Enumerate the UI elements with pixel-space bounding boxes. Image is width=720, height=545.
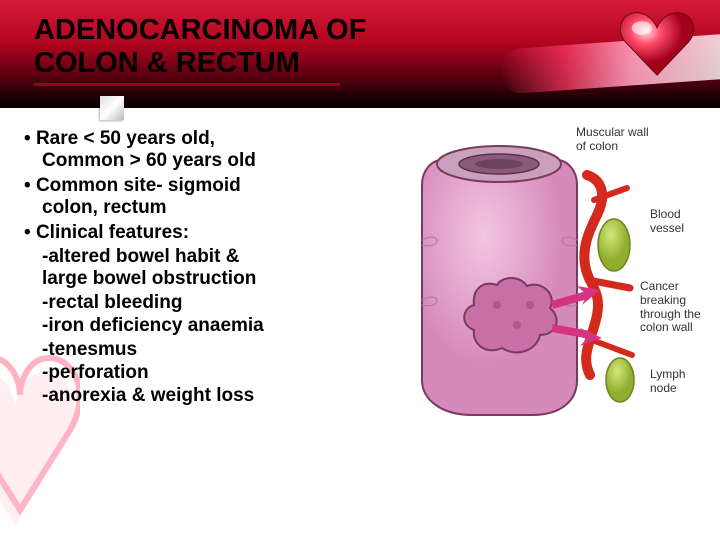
label-muscular-line2: of colon xyxy=(576,139,618,153)
sub-5: -perforation xyxy=(24,362,394,384)
label-lymph-line2: node xyxy=(650,381,677,395)
sub-4: -tenesmus xyxy=(24,339,394,361)
bullet-list: Rare < 50 years old, Common > 60 years o… xyxy=(24,128,394,409)
slide-title: ADENOCARCINOMA OF COLON & RECTUM xyxy=(34,14,366,81)
label-lymph-line1: Lymph xyxy=(650,367,686,381)
bullet-3: Clinical features: xyxy=(24,222,394,244)
bullet-2-text-a: Common site- sigmoid xyxy=(36,175,241,196)
label-cancer-line1: Cancer xyxy=(640,279,679,293)
sub-3: -iron deficiency anaemia xyxy=(24,315,394,337)
bullet-3-text: Clinical features: xyxy=(36,222,189,243)
label-blood-vessel: Blood vessel xyxy=(650,208,684,236)
sub-2: -rectal bleeding xyxy=(24,292,394,314)
bullet-1-text-b: Common > 60 years old xyxy=(42,150,256,171)
bullet-1: Rare < 50 years old, Common > 60 years o… xyxy=(24,128,394,173)
label-muscular-line1: Muscular wall xyxy=(576,125,649,139)
page-fold-decoration xyxy=(100,96,124,120)
bullet-2: Common site- sigmoid colon, rectum xyxy=(24,175,394,220)
label-blood-line1: Blood xyxy=(650,207,681,221)
colon-diagram: Muscular wall of colon Blood vessel Canc… xyxy=(402,130,702,430)
bullet-2-text-b: colon, rectum xyxy=(42,197,167,218)
title-line-1: ADENOCARCINOMA OF xyxy=(34,14,366,46)
title-line-2: COLON & RECTUM xyxy=(34,47,300,79)
label-cancer-line3: through the xyxy=(640,307,701,321)
label-cancer-line4: colon wall xyxy=(640,320,693,334)
bullet-1-text-a: Rare < 50 years old, xyxy=(36,128,215,149)
sub-1: -altered bowel habit & large bowel obstr… xyxy=(24,246,394,291)
sub-6: -anorexia & weight loss xyxy=(24,385,394,407)
label-blood-line2: vessel xyxy=(650,221,684,235)
label-lymph-node: Lymph node xyxy=(650,368,686,396)
title-underline xyxy=(34,83,340,86)
sub-1-text-a: -altered bowel habit & xyxy=(42,246,239,267)
heart-icon xyxy=(614,6,700,82)
label-cancer-line2: breaking xyxy=(640,293,686,307)
sub-1-text-b: large bowel obstruction xyxy=(42,268,256,289)
label-muscular-wall: Muscular wall of colon xyxy=(576,126,649,154)
label-cancer: Cancer breaking through the colon wall xyxy=(640,280,701,335)
